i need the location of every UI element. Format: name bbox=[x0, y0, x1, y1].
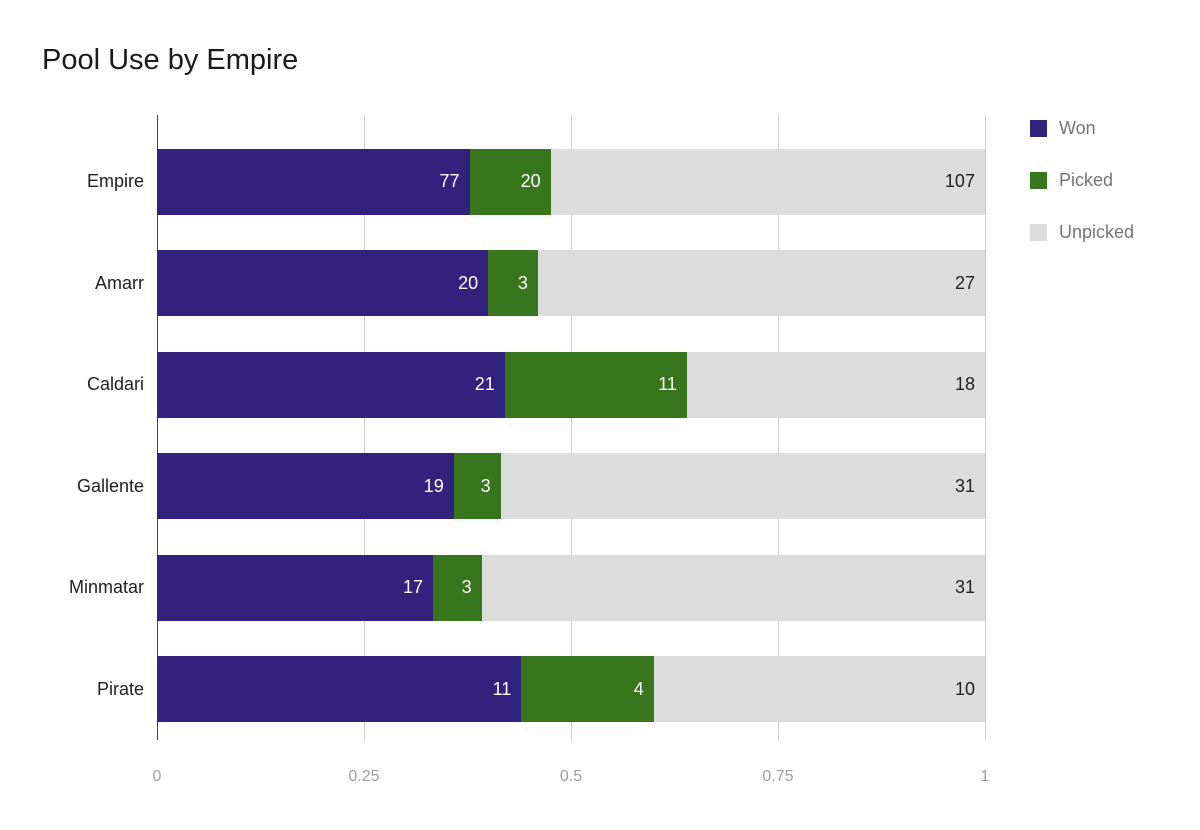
bar-value-label: 18 bbox=[954, 374, 975, 395]
legend-item-unpicked[interactable]: Unpicked bbox=[1030, 222, 1134, 243]
bar-row: 19 3 31 bbox=[157, 436, 985, 538]
bar-value-label: 3 bbox=[480, 475, 491, 496]
legend-item-won[interactable]: Won bbox=[1030, 118, 1134, 139]
gridline bbox=[985, 115, 986, 740]
stacked-bar: 77 20 107 bbox=[157, 148, 985, 215]
bar-segment-picked[interactable]: 20 bbox=[469, 148, 551, 215]
bar-segment-won[interactable]: 20 bbox=[157, 250, 489, 317]
bar-row: 21 11 18 bbox=[157, 334, 985, 436]
chart-body: Empire Amarr Caldari Gallente Minmatar Pirate… bbox=[0, 115, 986, 740]
bar-value-label: 21 bbox=[474, 374, 495, 395]
category-label: Pirate bbox=[96, 678, 144, 699]
bar-value-label: 11 bbox=[658, 374, 677, 395]
legend-swatch bbox=[1030, 172, 1047, 189]
bar-segment-won[interactable]: 17 bbox=[157, 554, 433, 621]
bar-segment-unpicked[interactable]: 18 bbox=[686, 351, 985, 418]
y-axis-line bbox=[157, 115, 158, 740]
bar-value-label: 31 bbox=[954, 577, 975, 598]
plot-area: 77 20 107 20 3 27 21 11 18 19 3 31 17 3 31 11 4 10 bbox=[157, 115, 986, 740]
legend-label: Won bbox=[1059, 118, 1096, 138]
chart-title: Pool Use by Empire bbox=[42, 44, 299, 76]
x-tick-label: 0.5 bbox=[559, 768, 583, 785]
x-tick-label: 0 bbox=[152, 768, 162, 785]
bar-segment-unpicked[interactable]: 10 bbox=[653, 656, 985, 723]
bar-segment-unpicked[interactable]: 107 bbox=[550, 148, 985, 215]
x-axis: 0 0.25 0.5 0.75 1 bbox=[153, 758, 990, 790]
legend-swatch bbox=[1030, 120, 1047, 137]
bar-value-label: 77 bbox=[439, 171, 460, 192]
bar-segment-picked[interactable]: 3 bbox=[453, 453, 501, 520]
bar-value-label: 4 bbox=[633, 678, 644, 699]
gridline bbox=[571, 115, 572, 740]
legend-label: Unpicked bbox=[1059, 222, 1135, 242]
stacked-bar: 17 3 31 bbox=[157, 554, 985, 621]
stacked-bar: 20 3 27 bbox=[157, 250, 985, 317]
bar-segment-picked[interactable]: 11 bbox=[504, 351, 687, 418]
legend-item-picked[interactable]: Picked bbox=[1030, 170, 1134, 191]
bar-segment-unpicked[interactable]: 27 bbox=[537, 250, 985, 317]
legend-label: Picked bbox=[1059, 170, 1114, 190]
x-tick-label: 0.25 bbox=[348, 768, 380, 785]
bar-value-label: 17 bbox=[402, 577, 423, 598]
bar-rows: 77 20 107 20 3 27 21 11 18 19 3 31 17 3 31 11 4 10 bbox=[157, 131, 985, 740]
bar-value-label: 31 bbox=[954, 475, 975, 496]
bar-row: 17 3 31 bbox=[157, 537, 985, 639]
bar-segment-won[interactable]: 11 bbox=[157, 656, 522, 723]
category-label: Empire bbox=[86, 171, 144, 192]
bar-segment-unpicked[interactable]: 31 bbox=[500, 453, 985, 520]
category-label: Caldari bbox=[86, 374, 144, 395]
category-label: Minmatar bbox=[68, 577, 144, 598]
bar-value-label: 107 bbox=[944, 171, 975, 192]
legend-swatch bbox=[1030, 224, 1047, 241]
gridline bbox=[778, 115, 779, 740]
bar-value-label: 3 bbox=[517, 272, 528, 293]
gridline bbox=[364, 115, 365, 740]
bar-segment-picked[interactable]: 4 bbox=[521, 656, 654, 723]
bar-value-label: 19 bbox=[423, 475, 444, 496]
bar-segment-won[interactable]: 77 bbox=[157, 148, 470, 215]
bar-value-label: 10 bbox=[954, 678, 975, 699]
bar-segment-unpicked[interactable]: 31 bbox=[481, 554, 985, 621]
bar-segment-won[interactable]: 19 bbox=[157, 453, 454, 520]
legend: Won Picked Unpicked bbox=[1030, 118, 1134, 243]
stacked-bar: 21 11 18 bbox=[157, 351, 985, 418]
bar-row: 20 3 27 bbox=[157, 233, 985, 335]
stacked-bar: 19 3 31 bbox=[157, 453, 985, 520]
bar-row: 11 4 10 bbox=[157, 639, 985, 741]
x-tick-label: 0.75 bbox=[762, 768, 794, 785]
bar-segment-picked[interactable]: 3 bbox=[488, 250, 538, 317]
y-axis-labels: Empire Amarr Caldari Gallente Minmatar Pirate bbox=[0, 115, 157, 740]
x-tick-label: 1 bbox=[980, 768, 990, 785]
category-label: Gallente bbox=[76, 475, 144, 496]
category-label: Amarr bbox=[95, 272, 144, 293]
stacked-bar: 11 4 10 bbox=[157, 656, 985, 723]
bar-value-label: 20 bbox=[520, 171, 541, 192]
bar-value-label: 11 bbox=[492, 678, 512, 699]
bar-segment-picked[interactable]: 3 bbox=[432, 554, 482, 621]
bar-row: 77 20 107 bbox=[157, 131, 985, 233]
bar-value-label: 3 bbox=[461, 577, 472, 598]
bar-value-label: 27 bbox=[954, 272, 975, 293]
bar-value-label: 20 bbox=[458, 272, 479, 293]
bar-segment-won[interactable]: 21 bbox=[157, 351, 505, 418]
